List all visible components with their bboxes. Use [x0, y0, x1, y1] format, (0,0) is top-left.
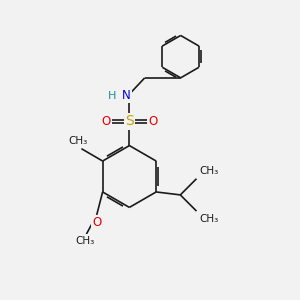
Text: O: O [92, 216, 101, 230]
Text: N: N [122, 89, 131, 102]
Text: O: O [148, 115, 158, 128]
Text: H: H [108, 91, 116, 100]
Text: CH₃: CH₃ [75, 236, 94, 245]
Text: CH₃: CH₃ [69, 136, 88, 146]
Text: O: O [101, 115, 110, 128]
Text: S: S [125, 114, 134, 128]
Text: CH₃: CH₃ [200, 166, 219, 176]
Text: CH₃: CH₃ [200, 214, 219, 224]
